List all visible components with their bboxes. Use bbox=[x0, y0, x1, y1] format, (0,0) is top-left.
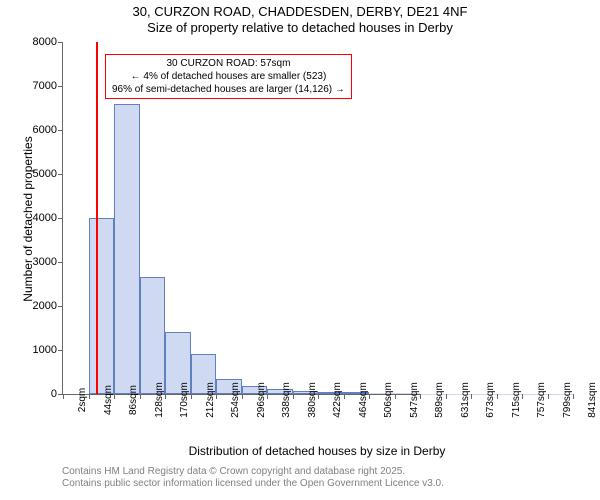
x-tick-label: 589sqm bbox=[420, 382, 445, 418]
y-tick-label: 7000 bbox=[33, 80, 57, 92]
x-tick-label: 841sqm bbox=[573, 382, 598, 418]
y-tick-mark bbox=[58, 218, 63, 219]
x-tick-label: 547sqm bbox=[395, 382, 420, 418]
y-tick-mark bbox=[58, 174, 63, 175]
x-tick-label: 673sqm bbox=[471, 382, 496, 418]
histogram-bar bbox=[140, 277, 166, 394]
y-tick-mark bbox=[58, 306, 63, 307]
y-tick-label: 5000 bbox=[33, 168, 57, 180]
x-tick-label: 715sqm bbox=[497, 382, 522, 418]
y-tick-label: 2000 bbox=[33, 300, 57, 312]
x-tick-label: 338sqm bbox=[267, 382, 292, 418]
x-tick-label: 631sqm bbox=[446, 382, 471, 418]
title-line-2: Size of property relative to detached ho… bbox=[0, 20, 600, 35]
x-tick-label: 44sqm bbox=[89, 385, 114, 415]
plot-area: 0100020003000400050006000700080002sqm44s… bbox=[62, 42, 573, 395]
y-tick-mark bbox=[58, 86, 63, 87]
title-line-1: 30, CURZON ROAD, CHADDESDEN, DERBY, DE21… bbox=[0, 4, 600, 19]
annotation-box: 30 CURZON ROAD: 57sqm← 4% of detached ho… bbox=[105, 54, 352, 99]
y-tick-mark bbox=[58, 130, 63, 131]
x-axis-label: Distribution of detached houses by size … bbox=[62, 444, 572, 458]
annotation-line-3: 96% of semi-detached houses are larger (… bbox=[112, 83, 345, 96]
x-tick-label: 757sqm bbox=[522, 382, 547, 418]
y-tick-label: 0 bbox=[51, 388, 57, 400]
x-tick-label: 422sqm bbox=[318, 382, 343, 418]
x-tick-label: 128sqm bbox=[140, 382, 165, 418]
annotation-line-1: 30 CURZON ROAD: 57sqm bbox=[112, 57, 345, 70]
x-tick-label: 2sqm bbox=[63, 388, 88, 412]
x-tick-label: 799sqm bbox=[548, 382, 573, 418]
x-tick-label: 86sqm bbox=[114, 385, 139, 415]
chart-container: 30, CURZON ROAD, CHADDESDEN, DERBY, DE21… bbox=[0, 0, 600, 500]
y-tick-label: 3000 bbox=[33, 256, 57, 268]
footer-line-1: Contains HM Land Registry data © Crown c… bbox=[62, 466, 444, 478]
y-tick-label: 8000 bbox=[33, 36, 57, 48]
annotation-line-2: ← 4% of detached houses are smaller (523… bbox=[112, 70, 345, 83]
x-tick-label: 296sqm bbox=[242, 382, 267, 418]
footer-text: Contains HM Land Registry data © Crown c… bbox=[62, 466, 444, 490]
y-tick-mark bbox=[58, 350, 63, 351]
y-tick-label: 4000 bbox=[33, 212, 57, 224]
histogram-bar bbox=[89, 218, 115, 394]
x-tick-label: 464sqm bbox=[344, 382, 369, 418]
x-tick-label: 170sqm bbox=[165, 382, 190, 418]
y-tick-label: 1000 bbox=[33, 344, 57, 356]
x-tick-label: 212sqm bbox=[191, 382, 216, 418]
footer-line-2: Contains public sector information licen… bbox=[62, 478, 444, 490]
title-block: 30, CURZON ROAD, CHADDESDEN, DERBY, DE21… bbox=[0, 0, 600, 35]
y-tick-label: 6000 bbox=[33, 124, 57, 136]
histogram-bar bbox=[114, 104, 140, 394]
x-tick-label: 506sqm bbox=[369, 382, 394, 418]
x-tick-label: 380sqm bbox=[293, 382, 318, 418]
y-tick-mark bbox=[58, 42, 63, 43]
reference-line bbox=[96, 42, 98, 394]
x-tick-label: 254sqm bbox=[216, 382, 241, 418]
y-tick-mark bbox=[58, 262, 63, 263]
